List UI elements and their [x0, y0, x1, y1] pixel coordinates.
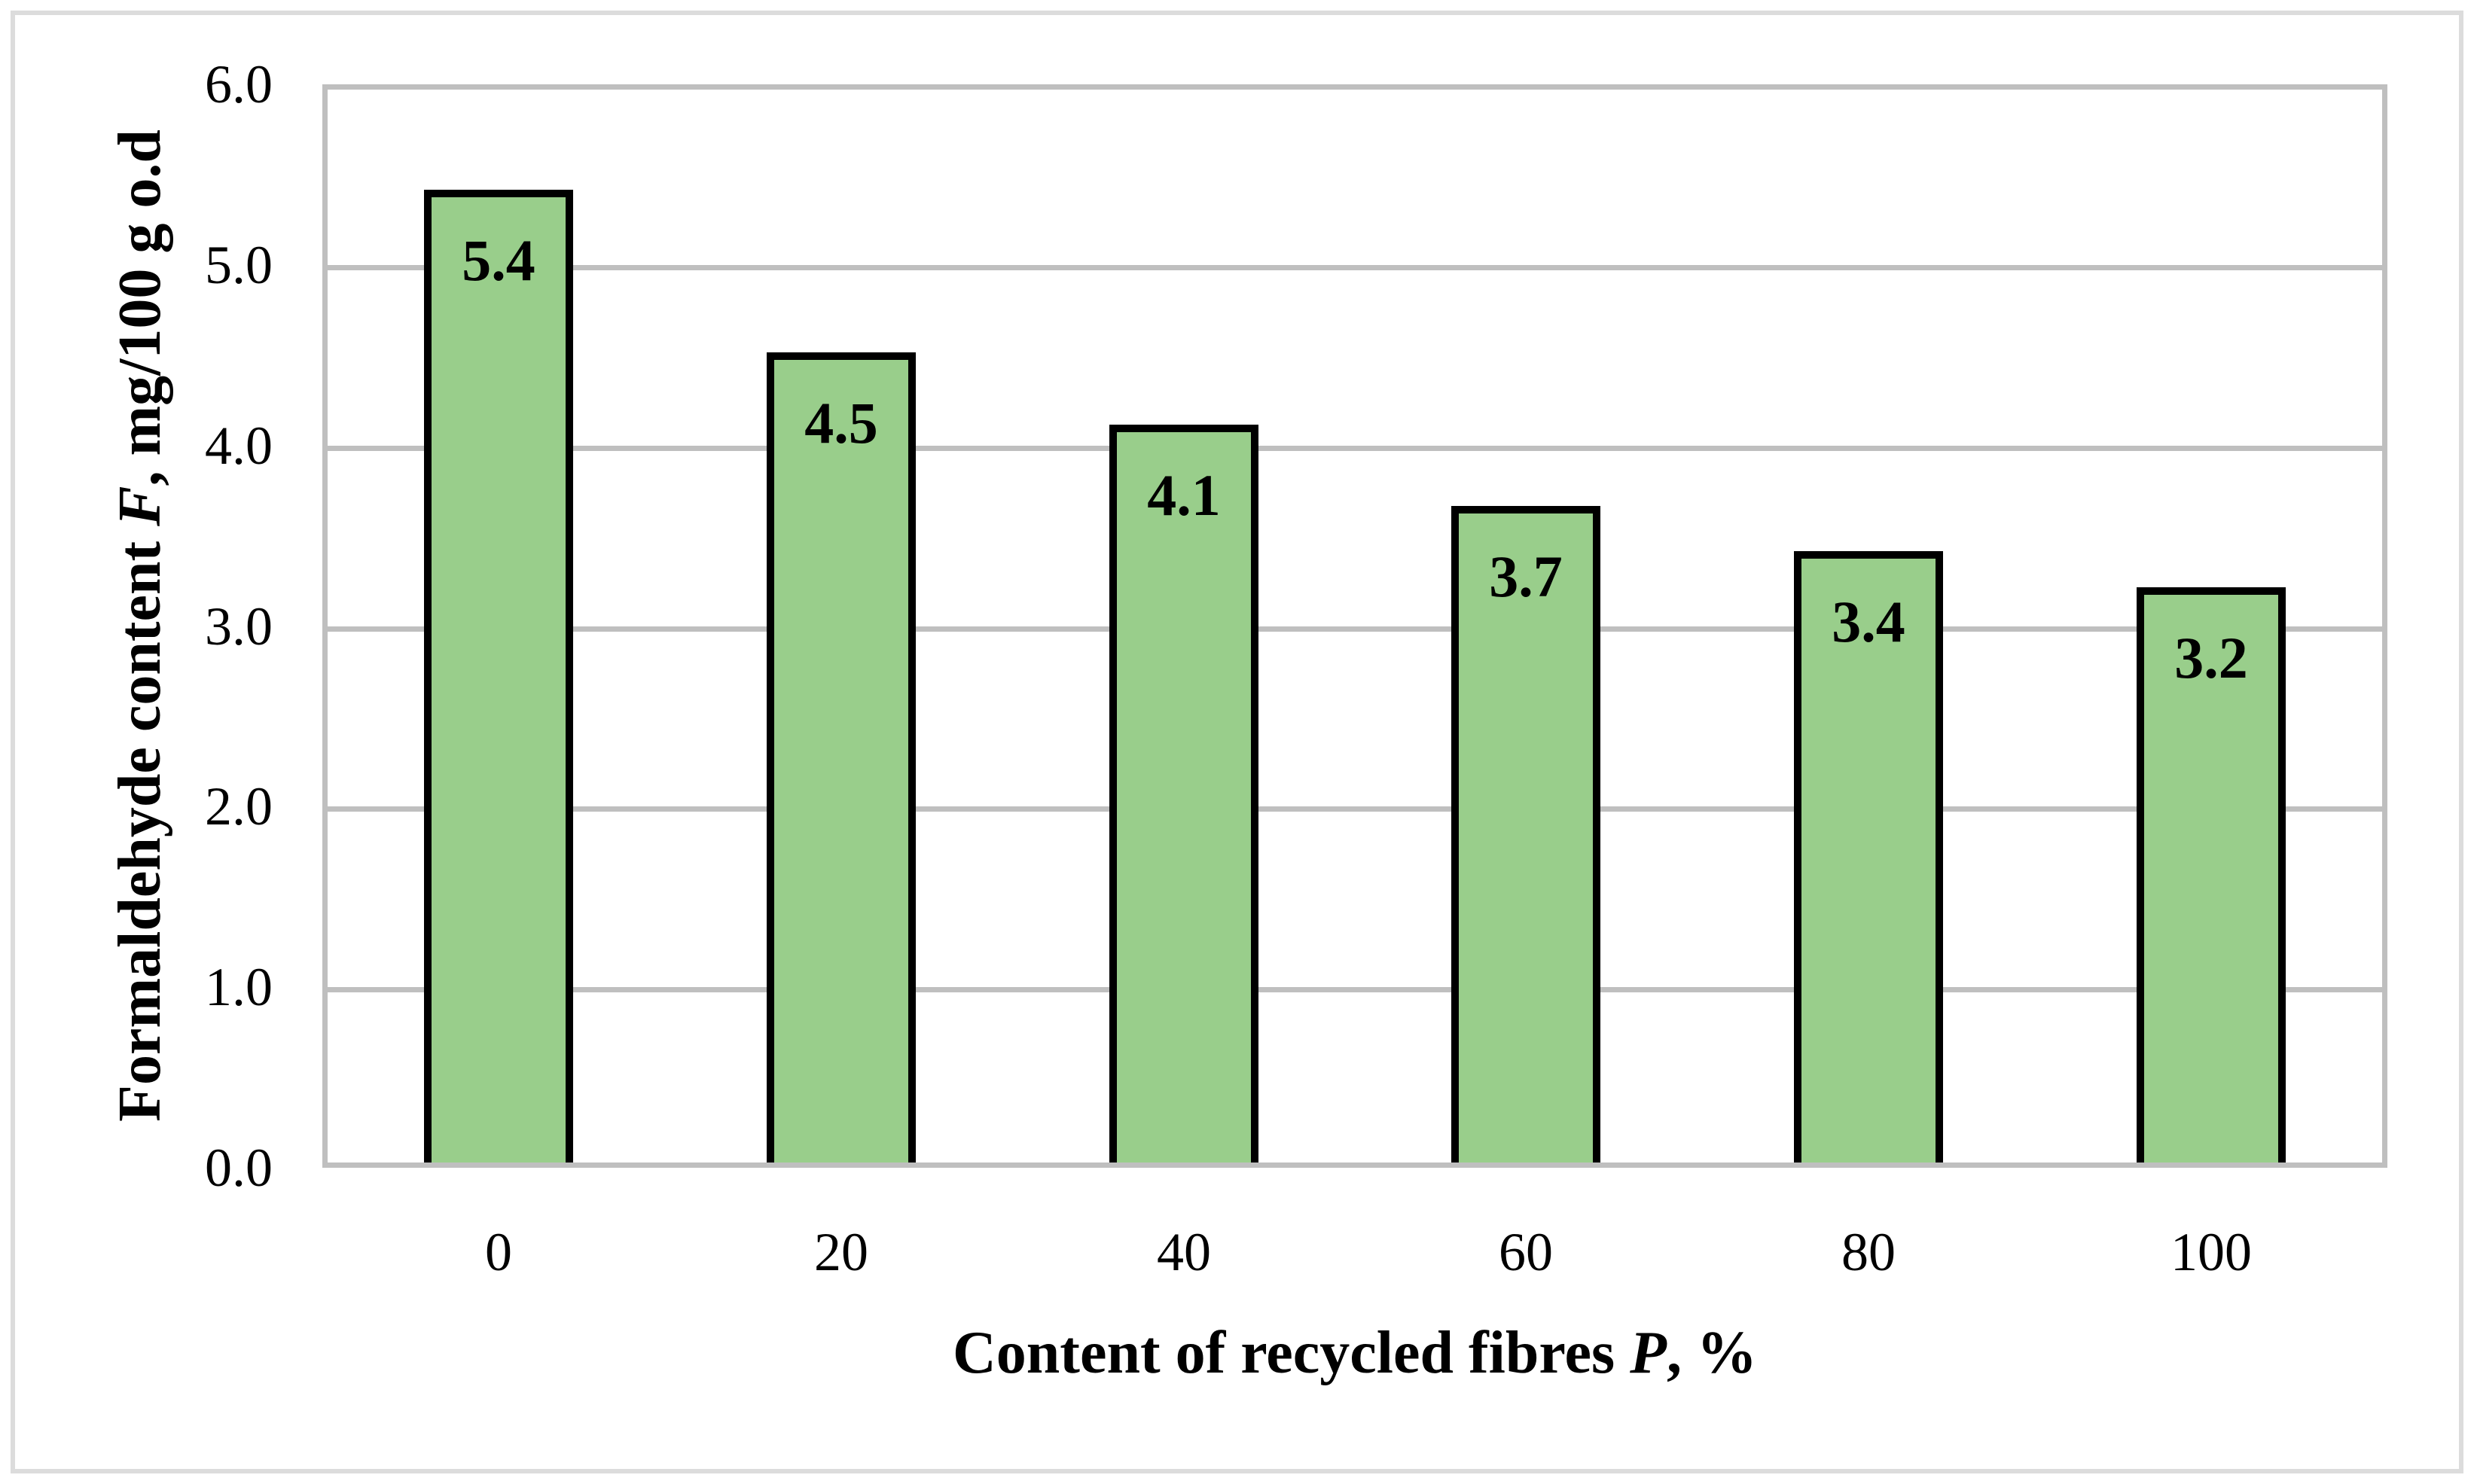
bar-value-label: 3.7: [1489, 544, 1563, 609]
x-tick-label-100: 100: [2170, 1222, 2252, 1282]
bar-100: 3.2: [2137, 587, 2286, 1163]
x-tick-label-60: 60: [1499, 1222, 1553, 1282]
x-tick-label-40: 40: [1157, 1222, 1211, 1282]
x-tick-label-80: 80: [1841, 1222, 1896, 1282]
bar-20: 4.5: [767, 352, 916, 1163]
x-tick-label-0: 0: [485, 1222, 512, 1282]
bar-value-label: 5.4: [462, 227, 535, 293]
y-tick-label-1.0: 1.0: [205, 957, 273, 1017]
y-tick-label-6.0: 6.0: [205, 54, 273, 114]
gridline-y-5: [328, 265, 2382, 270]
variable-letter: F: [107, 486, 173, 526]
bar-value-label: 4.5: [804, 390, 878, 456]
bar-value-label: 3.2: [2174, 625, 2248, 690]
gridline-y-4: [328, 446, 2382, 451]
variable-letter: P: [1630, 1320, 1667, 1386]
x-tick-label-20: 20: [814, 1222, 868, 1282]
bar-60: 3.7: [1451, 506, 1600, 1163]
y-tick-label-4.0: 4.0: [205, 416, 273, 476]
gridline-y-1: [328, 987, 2382, 992]
y-tick-label-3.0: 3.0: [205, 596, 273, 657]
title-text: , %: [1666, 1320, 1757, 1386]
title-text: Content of recycled fibres: [953, 1320, 1631, 1386]
bar-value-label: 4.1: [1147, 462, 1221, 528]
plot-area: 5.4 4.5 4.1 3.7 3.4 3.2: [322, 84, 2387, 1168]
y-tick-label-2.0: 2.0: [205, 776, 273, 836]
gridline-y-3: [328, 626, 2382, 632]
gridline-y-2: [328, 806, 2382, 812]
bar-40: 4.1: [1109, 425, 1258, 1163]
y-tick-label-0.0: 0.0: [205, 1138, 273, 1198]
x-axis-title: Content of recycled fibres P, %: [322, 1312, 2387, 1394]
bar-0: 5.4: [424, 190, 573, 1163]
bar-value-label: 3.4: [1832, 589, 1905, 654]
y-tick-label-5.0: 5.0: [205, 235, 273, 295]
bar-80: 3.4: [1794, 551, 1943, 1163]
